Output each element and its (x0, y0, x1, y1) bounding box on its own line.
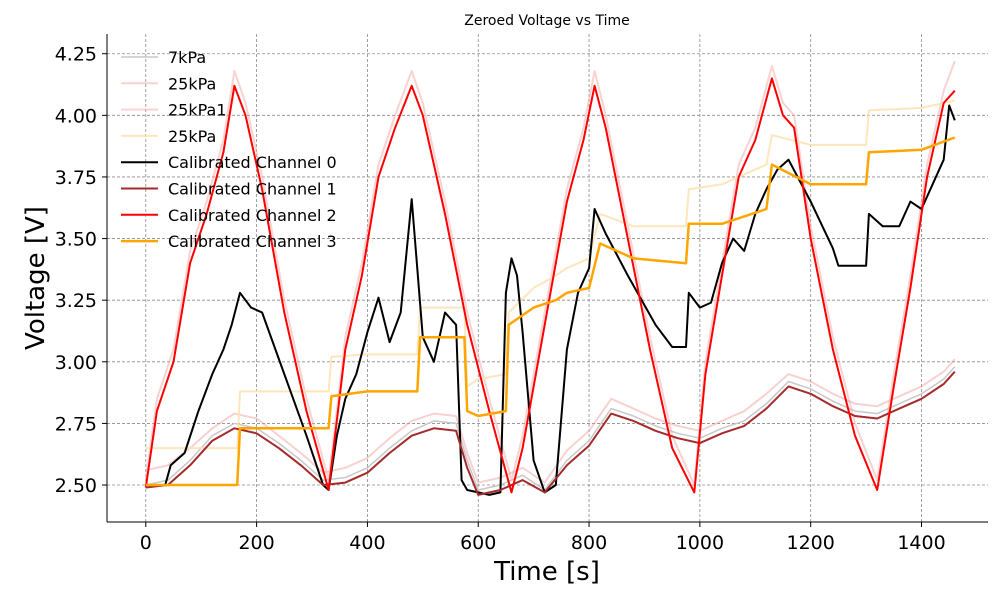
x-tick-label: 600 (460, 532, 496, 554)
x-tick-label: 1000 (676, 532, 724, 554)
legend-label-5: Calibrated Channel 1 (168, 180, 337, 199)
y-ticks: 2.50 2.75 3.00 3.25 3.50 3.75 4.00 4.25 (55, 44, 107, 497)
x-ticks: 0 200 400 600 800 1000 1200 1400 (140, 522, 946, 554)
series-line-7 (145, 136, 956, 487)
x-axis-label: Time [s] (493, 557, 600, 587)
y-tick-label: 4.00 (55, 105, 97, 127)
y-tick-label: 3.25 (55, 290, 97, 312)
series-line-6 (144, 77, 956, 494)
x-tick-label: 1400 (897, 532, 945, 554)
x-tick-label: 400 (349, 532, 385, 554)
y-tick-label: 3.00 (55, 352, 97, 374)
y-tick-label: 2.50 (55, 475, 97, 497)
series-line-3 (145, 99, 956, 450)
x-tick-label: 200 (238, 532, 274, 554)
series-line-5 (145, 371, 956, 496)
grid-lines (107, 34, 988, 522)
y-tick-label: 3.75 (55, 167, 97, 189)
x-tick-label: 800 (571, 532, 607, 554)
legend: 7kPa 25kPa 25kPa1 25kPa Calibrated Channel 0… (121, 48, 337, 251)
series-line-2 (144, 60, 956, 486)
y-tick-label: 2.75 (55, 413, 97, 435)
chart-title: Zeroed Voltage vs Time (464, 13, 629, 29)
legend-label-6: Calibrated Channel 2 (168, 206, 337, 225)
y-tick-label: 4.25 (55, 44, 97, 66)
series-layer (144, 60, 956, 496)
legend-label-7: Calibrated Channel 3 (168, 232, 337, 251)
y-axis-label: Voltage [V] (21, 206, 51, 350)
legend-label-2: 25kPa1 (168, 101, 227, 120)
y-tick-label: 3.50 (55, 229, 97, 251)
legend-label-0: 7kPa (168, 48, 206, 67)
legend-label-3: 25kPa (168, 127, 216, 146)
legend-label-1: 25kPa (168, 74, 216, 93)
x-tick-label: 1200 (787, 532, 835, 554)
series-line-4 (145, 104, 956, 496)
series-line-1 (145, 358, 956, 484)
x-tick-label: 0 (140, 532, 152, 554)
legend-label-4: Calibrated Channel 0 (168, 153, 337, 172)
